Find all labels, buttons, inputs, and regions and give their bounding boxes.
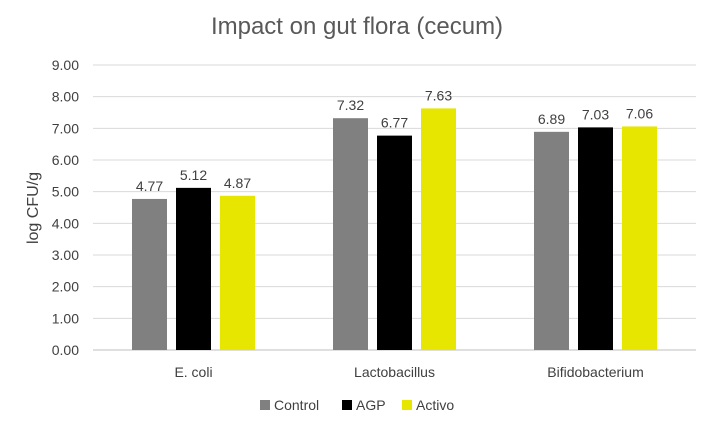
data-label: 5.12 <box>180 167 207 183</box>
x-tick-label: Lactobacillus <box>354 364 435 380</box>
bar-activo-2 <box>622 126 657 350</box>
legend-label: Activo <box>416 397 454 413</box>
bars <box>132 108 657 350</box>
bar-agp-2 <box>578 127 613 350</box>
y-tick-label: 1.00 <box>52 310 79 326</box>
bar-agp-0 <box>176 187 211 350</box>
data-label: 7.03 <box>582 106 609 122</box>
y-tick-label: 8.00 <box>52 89 79 105</box>
y-tick-label: 0.00 <box>52 342 79 358</box>
y-tick-label: 7.00 <box>52 120 79 136</box>
x-tick-label: E. coli <box>174 364 212 380</box>
data-label: 7.32 <box>337 97 364 113</box>
legend: Control AGP Activo <box>260 397 454 413</box>
x-axis-ticks: E. coli Lactobacillus Bifidobacterium <box>174 364 643 380</box>
data-label: 4.87 <box>224 175 251 191</box>
y-tick-label: 6.00 <box>52 152 79 168</box>
data-labels: 4.77 5.12 4.87 7.32 6.77 7.63 6.89 7.03 7.06 <box>136 87 653 194</box>
legend-label: AGP <box>356 397 386 413</box>
y-tick-label: 9.00 <box>52 57 79 73</box>
y-axis-label: log CFU/g <box>25 172 42 244</box>
y-tick-label: 3.00 <box>52 247 79 263</box>
data-label: 6.77 <box>381 115 408 131</box>
bar-control-2 <box>534 131 569 350</box>
data-label: 6.89 <box>538 111 565 127</box>
legend-label: Control <box>274 397 319 413</box>
y-tick-label: 2.00 <box>52 279 79 295</box>
data-label: 4.77 <box>136 178 163 194</box>
y-axis-ticks: 0.00 1.00 2.00 3.00 4.00 5.00 6.00 7.00 8.00 9.00 <box>52 57 79 358</box>
legend-swatch-control <box>260 400 270 410</box>
bar-control-0 <box>132 198 167 350</box>
x-tick-label: Bifidobacterium <box>547 364 644 380</box>
chart-title: Impact on gut flora (cecum) <box>211 13 503 40</box>
data-label: 7.06 <box>626 105 653 121</box>
bar-control-1 <box>333 118 368 350</box>
y-tick-label: 4.00 <box>52 215 79 231</box>
y-tick-label: 5.00 <box>52 184 79 200</box>
legend-swatch-agp <box>342 400 352 410</box>
bar-agp-1 <box>377 135 412 350</box>
bar-activo-1 <box>421 108 456 350</box>
legend-swatch-activo <box>402 400 412 410</box>
data-label: 7.63 <box>425 87 452 103</box>
bar-activo-0 <box>220 195 255 350</box>
